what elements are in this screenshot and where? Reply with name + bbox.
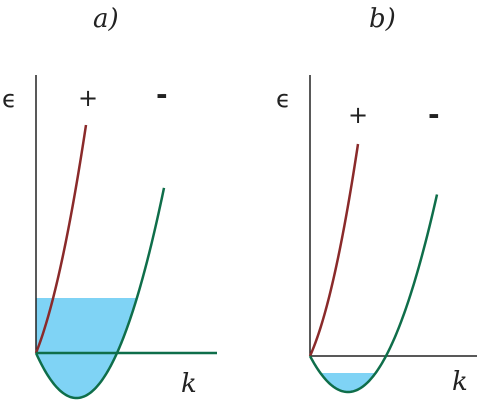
panel-b-title: b): [369, 4, 396, 34]
panel-a-filled-region-upper: [36, 297, 137, 353]
panel-a-filled-region-lower: [36, 353, 117, 399]
panel-a-plus-label: +: [78, 84, 98, 112]
panel-a-title: a): [93, 4, 119, 34]
panel-a-x-label: k: [181, 369, 197, 399]
panel-b-minus-label: -: [428, 98, 440, 131]
panel-a-minus-branch-curve: [34, 187, 166, 400]
panel-b: b) ϵ + - k: [276, 4, 477, 397]
panel-a: a) ϵ + - k: [2, 4, 217, 400]
panel-a-y-label: ϵ: [2, 85, 17, 113]
panel-a-minus-label: -: [156, 78, 168, 111]
panel-a-plus-branch-curve: [34, 124, 88, 354]
panel-b-y-label: ϵ: [276, 85, 291, 113]
panel-b-x-label: k: [452, 367, 468, 397]
panel-b-plus-branch-curve: [308, 143, 360, 357]
panel-b-minus-branch-curve: [308, 194, 439, 394]
panel-b-plus-label: +: [348, 101, 368, 129]
